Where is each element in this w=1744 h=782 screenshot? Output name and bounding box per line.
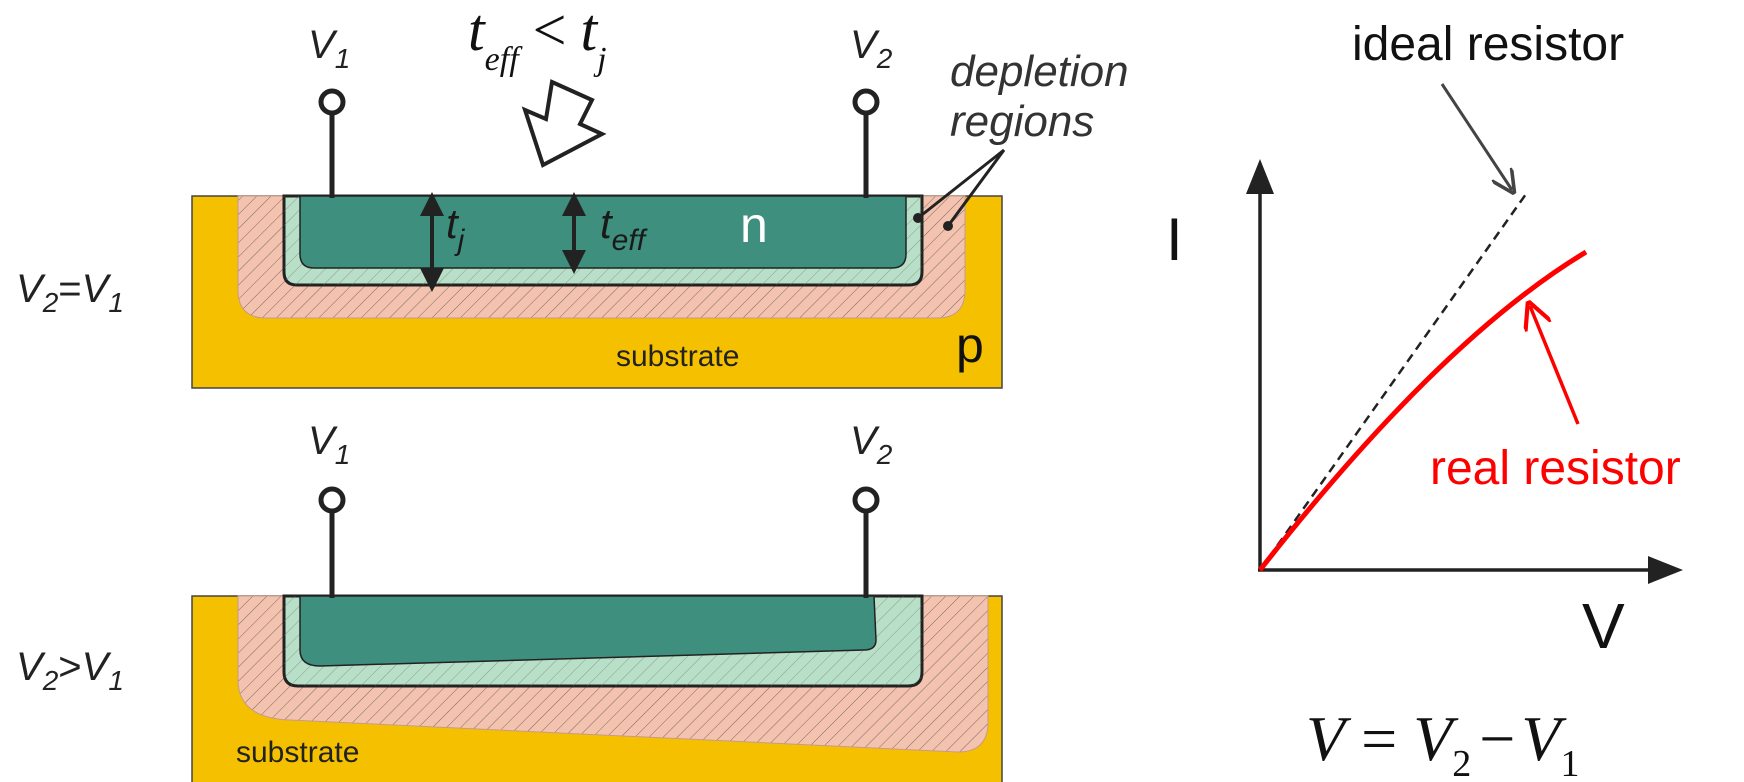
top-terminal-v2 (852, 88, 880, 116)
depletion-pointer-1 (917, 148, 1005, 220)
real-resistor-curve (1258, 249, 1588, 572)
hollow-down-arrow (521, 79, 607, 168)
bottom-terminal-v1 (318, 486, 346, 514)
teff-label: teff (600, 200, 648, 257)
iv-graph: I V ideal resistor real resistor V = V2 −V1 (1166, 18, 1683, 782)
depletion-label: depletion regions (950, 47, 1129, 146)
bottom-v2-label: V2 (850, 419, 893, 470)
bottom-cross-section: V1 V2 substrate V2>V1 (16, 419, 1003, 782)
top-condition: V2=V1 (16, 267, 124, 318)
top-cross-section: V1 V2 teff < tj tj teff n p substrate depl… (16, 0, 1129, 389)
bottom-v1-label: V1 (308, 419, 350, 470)
real-resistor-label: real resistor (1430, 442, 1681, 495)
tj-label: tj (446, 200, 466, 257)
top-n-region (299, 195, 907, 269)
top-v1-label: V1 (308, 23, 350, 74)
voltage-equation: V = V2 −V1 (1306, 703, 1579, 782)
y-axis-label: I (1166, 206, 1183, 273)
top-substrate-label: substrate (616, 340, 739, 373)
bottom-n-region (299, 595, 877, 667)
n-label: n (740, 197, 768, 253)
bottom-terminal-v2 (852, 486, 880, 514)
x-axis-label: V (1582, 590, 1625, 662)
real-pointer (1530, 306, 1580, 425)
depletion-pointer-2 (946, 149, 1006, 227)
ideal-resistor-label: ideal resistor (1352, 18, 1624, 71)
bottom-condition: V2>V1 (16, 645, 124, 696)
p-label: p (956, 317, 984, 373)
inequality-formula: teff < tj (468, 0, 607, 78)
ideal-resistor-line (1258, 193, 1528, 571)
ideal-pointer (1440, 83, 1512, 190)
top-terminal-v1 (318, 88, 346, 116)
top-v2-label: V2 (850, 23, 893, 74)
bottom-substrate-label: substrate (236, 736, 359, 769)
